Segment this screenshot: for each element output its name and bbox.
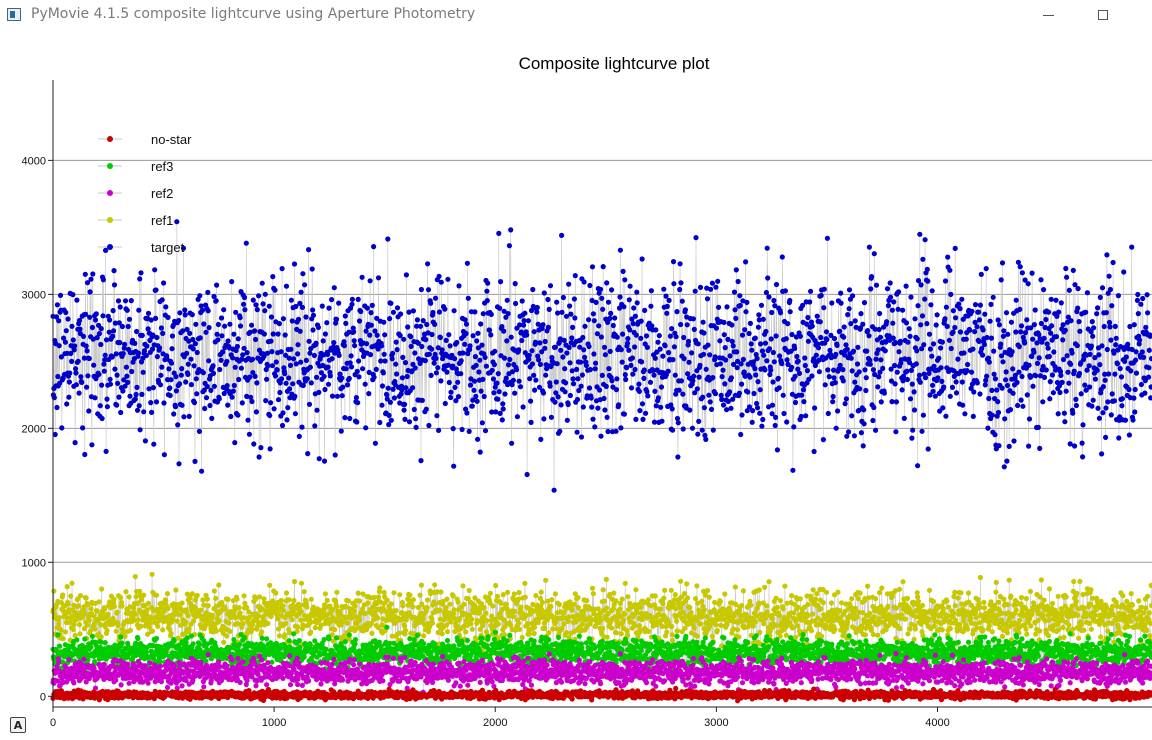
app-icon [7, 8, 21, 21]
legend-label: no-star [151, 132, 192, 147]
maximize-button[interactable] [1080, 0, 1126, 30]
legend[interactable]: no-star ref3 ref2 ref1 target [98, 132, 192, 255]
legend-label: ref1 [151, 213, 173, 228]
legend-item-no-star[interactable]: no-star [98, 132, 192, 147]
legend-swatch-marker [107, 217, 113, 223]
x-tick-label: 4000 [925, 717, 949, 729]
chart-title: Composite lightcurve plot [519, 54, 710, 73]
minimize-button[interactable] [1025, 0, 1071, 30]
legend-item-target[interactable]: target [98, 240, 185, 255]
legend-swatch-marker [107, 190, 113, 196]
minimize-icon [1043, 15, 1054, 16]
y-tick-label: 1000 [22, 557, 46, 569]
series-line-target [53, 222, 1152, 491]
y-tick-label: 0 [40, 691, 46, 703]
x-tick-label: 1000 [262, 717, 286, 729]
legend-swatch-marker [107, 244, 113, 250]
legend-item-ref2[interactable]: ref2 [98, 186, 173, 201]
legend-label: ref2 [151, 186, 173, 201]
window-title: PyMovie 4.1.5 composite lightcurve using… [31, 6, 475, 22]
legend-swatch-marker [107, 163, 113, 169]
x-tick-label: 3000 [704, 717, 728, 729]
legend-item-ref3[interactable]: ref3 [98, 159, 173, 174]
x-tick-label: 2000 [483, 717, 507, 729]
y-tick-label: 3000 [22, 289, 46, 301]
series-points-no-star [50, 686, 1152, 704]
lightcurve-plot[interactable]: Composite lightcurve plot 0 1000 2000 3000 4… [0, 33, 1152, 740]
window-titlebar: PyMovie 4.1.5 composite lightcurve using… [0, 0, 1152, 33]
legend-label: target [151, 240, 185, 255]
legend-item-ref1[interactable]: ref1 [98, 213, 173, 228]
maximize-icon [1098, 10, 1108, 20]
y-tick-label: 2000 [22, 423, 46, 435]
x-tick-label: 0 [50, 717, 56, 729]
legend-swatch-marker [107, 136, 113, 142]
y-tick-label: 4000 [22, 155, 46, 167]
auto-range-button[interactable]: A [10, 717, 26, 733]
legend-label: ref3 [151, 159, 173, 174]
data-points [50, 219, 1152, 703]
